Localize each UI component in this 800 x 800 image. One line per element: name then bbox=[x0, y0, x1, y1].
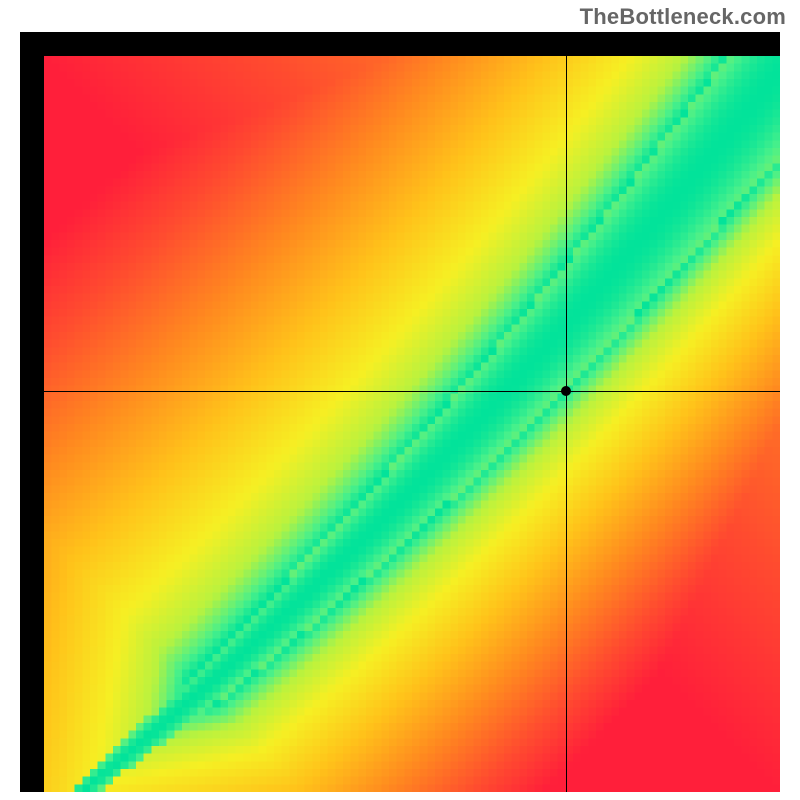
crosshair-horizontal bbox=[44, 391, 780, 392]
crosshair-vertical bbox=[566, 56, 567, 792]
heatmap-frame bbox=[20, 32, 780, 792]
selection-marker bbox=[561, 386, 571, 396]
bottleneck-heatmap bbox=[44, 56, 780, 792]
watermark-text: TheBottleneck.com bbox=[580, 4, 786, 30]
